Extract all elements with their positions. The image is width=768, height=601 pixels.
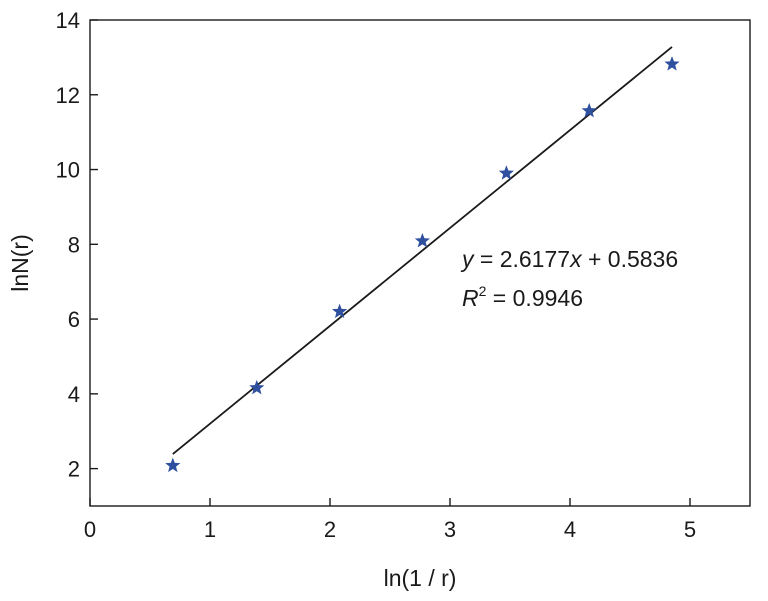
plot-frame <box>89 19 751 507</box>
equation-x-var: x <box>569 246 583 272</box>
y-axis-label: lnN(r) <box>7 234 33 292</box>
y-tick-label: 14 <box>56 8 80 33</box>
y-tick-label: 12 <box>56 83 80 108</box>
data-point-6 <box>581 102 597 118</box>
x-tick-label: 3 <box>444 517 456 542</box>
r-squared-var: R <box>462 285 479 311</box>
equation-intercept: + 0.5836 <box>582 246 679 272</box>
data-point-5 <box>498 165 515 180</box>
x-tick-label: 0 <box>84 517 96 542</box>
data-point-2 <box>249 379 265 395</box>
axis-ticks <box>89 19 691 506</box>
y-tick-label: 8 <box>68 232 80 257</box>
x-axis-label: ln(1 / r) <box>384 565 457 591</box>
data-point-7 <box>664 56 680 71</box>
r-squared-power: 2 <box>479 283 487 299</box>
r-squared-value: = 0.9946 <box>486 285 583 311</box>
x-tick-label: 1 <box>204 517 216 542</box>
y-tick-label: 2 <box>68 457 80 482</box>
y-tick-label: 4 <box>68 382 80 407</box>
data-points <box>165 56 680 473</box>
equation-slope: = 2.6177 <box>474 246 571 272</box>
data-point-4 <box>414 232 431 248</box>
r-squared: R2 = 0.9946 <box>462 283 583 311</box>
x-tick-label: 4 <box>564 517 576 542</box>
x-tick-label: 5 <box>684 517 696 542</box>
y-tick-label: 6 <box>68 307 80 332</box>
fit-equation: y = 2.6177x + 0.5836 <box>460 246 678 272</box>
data-point-1 <box>165 457 181 473</box>
y-tick-label: 10 <box>56 158 80 183</box>
x-tick-label: 2 <box>324 517 336 542</box>
equation-y-var: y <box>460 246 475 272</box>
data-point-3 <box>331 303 348 319</box>
